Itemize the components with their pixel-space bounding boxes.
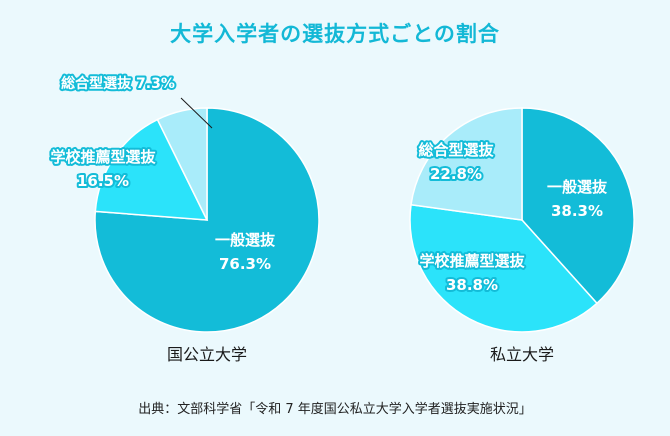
pie-chart-2: 一般選抜 38.3% 学校推薦型選抜 38.8% 総合型選抜 22.8% 私立大学 [409, 107, 635, 364]
slice-value-2-3: 22.8% [430, 165, 482, 183]
pie-slice-1-3 [156, 107, 208, 221]
pie-slice-2-2 [409, 203, 598, 333]
slice-label-2-2: 学校推薦型選抜 [419, 252, 525, 270]
chart-title: 大学入学者の選抜方式ごとの割合 [170, 22, 500, 46]
slice-label-1-3: 総合型選抜 7.3% [61, 75, 175, 92]
slice-value-2-2: 38.8% [446, 276, 498, 294]
slice-label-2-1: 一般選抜 [547, 178, 608, 196]
slice-value-1-2: 16.5% [77, 172, 129, 190]
slice-label-1-1: 一般選抜 [215, 231, 276, 249]
slice-label-2-3: 総合型選抜 [418, 141, 494, 159]
leader-line-1-3 [180, 97, 213, 129]
pie-chart-1: 一般選抜 76.3% 学校推薦型選抜 16.5% 総合型選抜 7.3% 国公立大学 [48, 73, 320, 364]
pie-caption-1: 国公立大学 [167, 345, 247, 364]
slice-value-1-1: 76.3% [219, 255, 271, 273]
slice-value-2-1: 38.3% [551, 202, 603, 220]
pie-caption-2: 私立大学 [490, 345, 554, 364]
source-note: 出典：文部科学省「令和 7 年度国公私立大学入学者選抜実施状況」 [138, 402, 532, 417]
pie-slice-2-3 [410, 107, 523, 221]
pie-slice-2-1 [521, 107, 635, 305]
slice-label-1-2: 学校推薦型選抜 [50, 148, 156, 166]
pie-slice-1-2 [94, 118, 209, 221]
